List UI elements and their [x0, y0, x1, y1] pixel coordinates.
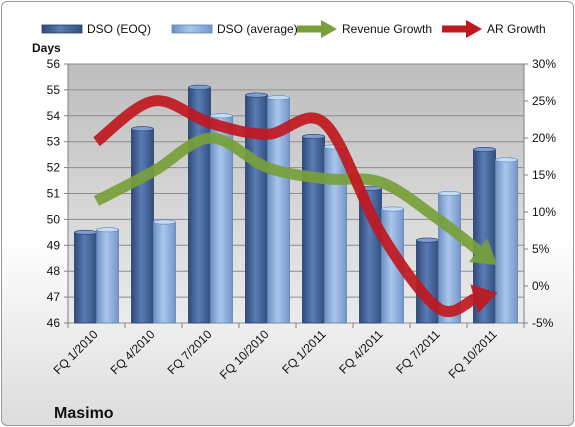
- x-tick-label: FQ 4/2011: [336, 327, 386, 377]
- bar-cap: [473, 146, 496, 152]
- y-tick-label: 56: [47, 57, 61, 71]
- y2-tick-label: 0%: [532, 279, 550, 293]
- bar-cap: [153, 219, 176, 225]
- x-tick-label: FQ 1/2010: [51, 327, 101, 377]
- bar: [74, 231, 97, 324]
- x-tick-label: FQ 1/2011: [279, 327, 329, 377]
- bar-cap: [495, 157, 518, 163]
- bar-cap: [188, 84, 211, 90]
- x-tick-label: FQ 7/2010: [165, 327, 215, 377]
- y-tick-label: 47: [47, 290, 61, 304]
- bar-cap: [381, 206, 404, 212]
- legend-label: Revenue Growth: [342, 22, 432, 36]
- y2-tick-label: 25%: [532, 94, 556, 108]
- bar: [302, 136, 325, 324]
- y2-tick-label: 5%: [532, 242, 550, 256]
- legend-arrow: [466, 20, 482, 38]
- bar-cap: [74, 229, 97, 235]
- bar: [495, 159, 518, 324]
- x-tick-label: FQ 7/2011: [393, 327, 443, 377]
- x-tick-label: FQ 10/2010: [217, 327, 272, 382]
- y-tick-label: 48: [47, 264, 61, 278]
- legend-label: DSO (EOQ): [87, 22, 151, 36]
- y-tick-label: 53: [47, 135, 61, 149]
- line-revenue-growth: [93, 132, 482, 255]
- chart-title: Masimo: [54, 405, 114, 422]
- x-tick-label: FQ 4/2010: [108, 327, 158, 377]
- growth-lines: [93, 95, 498, 317]
- y-tick-label: 55: [47, 83, 61, 97]
- bar: [153, 221, 176, 324]
- bar: [131, 128, 154, 324]
- bar-cap: [245, 92, 268, 98]
- bar-cap: [438, 191, 461, 197]
- bar-cap: [210, 113, 233, 119]
- y-tick-label: 50: [47, 212, 61, 226]
- bar: [324, 146, 347, 324]
- x-tick-label: FQ 10/2011: [446, 327, 500, 381]
- y-axis-label: Days: [32, 41, 61, 55]
- y-axis-ticks: 46 47 48 49 50 51 52 53 54 55 56: [47, 57, 68, 330]
- legend-label: DSO (average): [217, 22, 298, 36]
- legend-swatch: [171, 24, 213, 34]
- line-ar-growth: [93, 95, 477, 317]
- y-tick-label: 49: [47, 238, 61, 252]
- legend-arrow: [321, 20, 337, 38]
- x-axis-ticks: FQ 1/2010 FQ 4/2010 FQ 7/2010 FQ 10/2010 FQ …: [51, 323, 525, 382]
- y2-tick-label: 20%: [532, 131, 556, 145]
- y2-tick-label: 10%: [532, 205, 556, 219]
- y-tick-label: 52: [47, 161, 61, 175]
- legend: DSO (EOQ) DSO (average) Revenue Growth AR G…: [41, 20, 546, 38]
- y2-axis-ticks: -5% 0% 5% 10% 15% 20% 25% 30%: [524, 57, 556, 330]
- y2-tick-label: -5%: [532, 316, 554, 330]
- bar: [96, 229, 119, 324]
- bar-cap: [416, 237, 439, 243]
- legend-label: AR Growth: [487, 22, 546, 36]
- arrowhead: [470, 284, 498, 314]
- legend-swatch: [41, 24, 83, 34]
- y2-tick-label: 30%: [532, 57, 556, 71]
- y-tick-label: 46: [47, 316, 61, 330]
- arrowhead: [468, 238, 498, 266]
- bar-cap: [302, 134, 325, 140]
- bar-cap: [96, 227, 119, 233]
- bars: [74, 84, 518, 324]
- y2-tick-label: 15%: [532, 168, 556, 182]
- bar-cap: [267, 95, 290, 101]
- y-tick-label: 51: [47, 187, 61, 201]
- y-tick-label: 54: [47, 109, 61, 123]
- bar-cap: [131, 126, 154, 132]
